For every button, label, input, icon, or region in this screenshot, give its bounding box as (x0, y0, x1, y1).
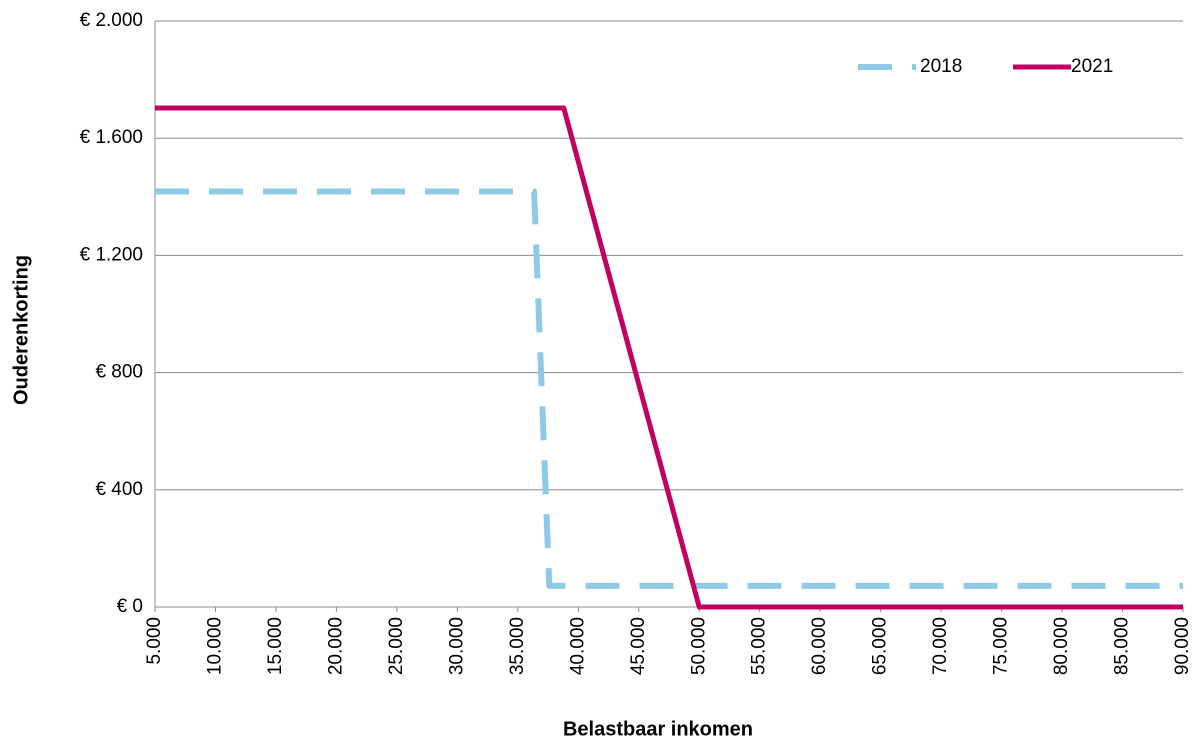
y-tick-label: € 1.600 (80, 127, 143, 148)
x-tick-label: 80.000 (1051, 617, 1072, 675)
x-tick-label: 35.000 (507, 617, 528, 675)
x-tick-label: 50.000 (688, 617, 709, 675)
x-tick-label: 45.000 (628, 617, 649, 675)
x-tick-label: 65.000 (870, 617, 891, 675)
legend-label: 2018 (920, 56, 962, 77)
y-tick-label: € 800 (95, 362, 143, 383)
x-tick-label: 75.000 (991, 617, 1012, 675)
legend-label: 2021 (1071, 56, 1113, 77)
x-tick-label: 60.000 (809, 617, 830, 675)
x-tick-label: 25.000 (386, 617, 407, 675)
y-tick-label: € 1.200 (80, 244, 143, 265)
x-tick-label: 30.000 (446, 617, 467, 675)
x-tick-label: 70.000 (930, 617, 951, 675)
y-tick-label: € 0 (117, 596, 143, 617)
line-series (155, 105, 1183, 610)
x-axis-title: Belastbaar inkomen (563, 718, 753, 740)
x-tick-label: 85.000 (1112, 617, 1133, 675)
x-tick-label: 10.000 (204, 617, 225, 675)
x-tick-label: 15.000 (265, 617, 286, 675)
x-tick-label: 90.000 (1172, 617, 1193, 675)
x-tick-label: 55.000 (749, 617, 770, 675)
x-tick-label: 40.000 (567, 617, 588, 675)
y-tick-label: € 400 (95, 479, 143, 500)
y-axis-title: Ouderenkorting (10, 255, 32, 405)
line-series (155, 188, 1183, 589)
y-tick-label: € 2.000 (80, 10, 143, 31)
x-tick-label: 20.000 (325, 617, 346, 675)
x-tick-label: 5.000 (144, 617, 165, 665)
